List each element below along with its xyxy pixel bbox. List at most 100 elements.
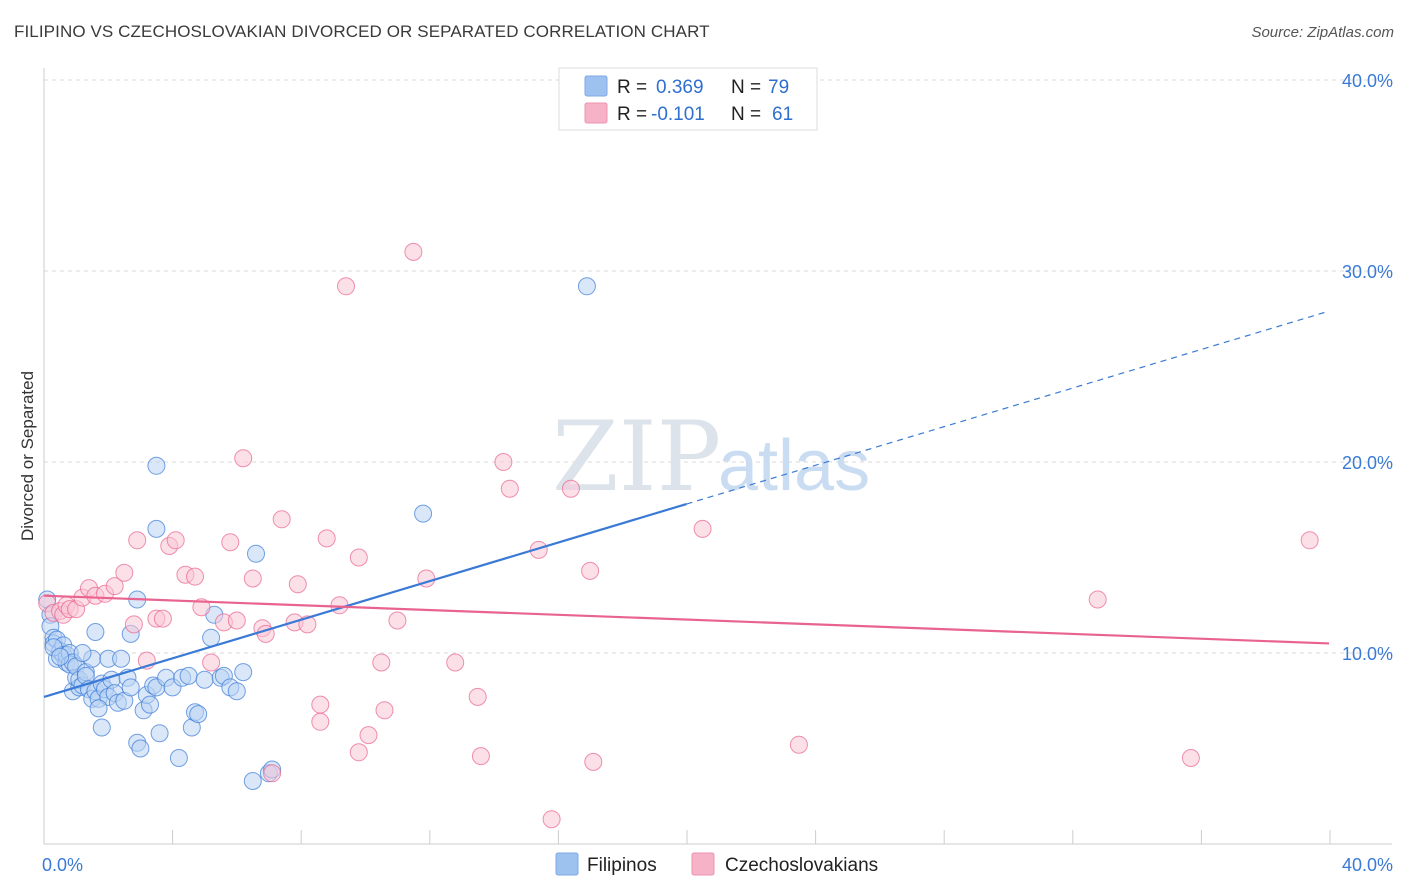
czechoslovakians-point-60 <box>789 735 808 754</box>
czechoslovakians-point-51 <box>471 747 490 766</box>
filipinos-point-54 <box>202 628 221 647</box>
czechoslovakians-point-37 <box>311 712 330 731</box>
czechoslovakians-points <box>38 242 1319 829</box>
y-tick-label-1: 20.0% <box>1342 453 1393 473</box>
y-tick-label-2: 30.0% <box>1342 262 1393 282</box>
czechoslovakians-point-27 <box>234 449 253 468</box>
trend-lines <box>43 310 1330 698</box>
x-tick-label-1: 40.0% <box>1342 855 1393 875</box>
axes <box>43 68 1392 845</box>
czechoslovakians-point-36 <box>311 695 330 714</box>
czechoslovakians-point-34 <box>288 575 307 594</box>
watermark-zip: ZIP <box>552 401 721 513</box>
filipinos-point-72 <box>147 456 166 475</box>
czechoslovakians-point-46 <box>388 611 407 630</box>
grid-lines <box>44 79 1392 654</box>
czechoslovakians-point-52 <box>494 453 513 471</box>
czechoslovakians-point-13 <box>124 615 143 634</box>
czechoslovakians-point-41 <box>349 548 368 567</box>
czechoslovakians-point-21 <box>186 567 204 586</box>
filipinos-point-61 <box>243 772 262 790</box>
bottom-legend-label-czechoslovakians: Czechoslovakians <box>725 855 878 876</box>
filipinos-trend-line-projection <box>686 310 1330 505</box>
filipinos-points <box>38 277 596 790</box>
filipinos-trend-line <box>43 502 687 698</box>
czechoslovakians-point-61 <box>1088 590 1107 609</box>
czechoslovakians-point-62 <box>1181 749 1200 767</box>
czechoslovakians-point-42 <box>349 743 368 762</box>
y-tick-label-0: 10.0% <box>1342 644 1393 664</box>
bottom-legend-label-filipinos: Filipinos <box>587 855 657 876</box>
czechoslovakians-point-19 <box>166 531 185 550</box>
legend-r-label-filipinos: R = <box>617 77 647 98</box>
legend-n-value-filipinos: 79 <box>768 77 789 98</box>
y-tick-label-3: 40.0% <box>1342 71 1393 91</box>
filipinos-point-65 <box>86 623 105 641</box>
x-tick-labels: 0.0% 40.0% <box>42 855 1393 875</box>
filipinos-point-60 <box>234 663 253 682</box>
czechoslovakians-point-57 <box>581 561 600 580</box>
legend: R = 0.369 N = 79 R = -0.101 N = 61 <box>558 67 818 131</box>
legend-r-value-czechoslovakians: -0.101 <box>651 104 705 125</box>
czechoslovakians-point-44 <box>372 653 391 672</box>
czechoslovakians-point-40 <box>337 277 355 296</box>
legend-swatch-filipinos <box>584 75 608 97</box>
czechoslovakians-point-28 <box>243 569 262 588</box>
czechoslovakians-point-31 <box>263 764 282 783</box>
legend-n-label-filipinos: N = <box>731 77 761 98</box>
filipinos-point-74 <box>414 504 433 523</box>
czechoslovakians-point-43 <box>359 726 378 745</box>
filipinos-point-59 <box>227 682 246 701</box>
legend-r-label-czechoslovakians: R = <box>617 104 647 125</box>
watermark-atlas: atlas <box>718 426 870 506</box>
czechoslovakians-point-17 <box>153 609 172 628</box>
filipinos-point-75 <box>577 277 596 296</box>
czechoslovakians-point-32 <box>272 510 291 529</box>
filipinos-point-66 <box>89 699 108 718</box>
filipinos-point-36 <box>121 678 140 697</box>
legend-r-value-filipinos: 0.369 <box>656 77 704 98</box>
bottom-legend-swatch-czechoslovakians <box>691 852 715 876</box>
filipinos-point-49 <box>179 666 198 685</box>
czechoslovakians-point-38 <box>317 529 336 548</box>
czechoslovakians-point-12 <box>115 563 134 582</box>
czechoslovakians-point-59 <box>693 519 712 538</box>
czechoslovakians-point-26 <box>227 611 246 630</box>
czechoslovakians-point-47 <box>404 242 423 261</box>
legend-n-label-czechoslovakians: N = <box>731 104 761 125</box>
czechoslovakians-point-50 <box>468 687 487 706</box>
czechoslovakians-point-53 <box>500 479 519 498</box>
legend-n-value-czechoslovakians: 61 <box>772 104 793 125</box>
chart-source: Source: ZipAtlas.com <box>1251 24 1394 41</box>
filipinos-point-47 <box>169 749 188 767</box>
czechoslovakians-point-11 <box>105 577 124 596</box>
czechoslovakians-trend-line <box>43 594 1330 645</box>
czechoslovakians-point-22 <box>192 598 211 617</box>
filipinos-point-41 <box>141 695 159 714</box>
filipinos-point-53 <box>195 670 214 689</box>
czechoslovakians-point-23 <box>202 653 221 672</box>
filipinos-point-44 <box>150 724 169 743</box>
czechoslovakians-point-49 <box>446 653 465 672</box>
czechoslovakians-point-58 <box>584 752 603 771</box>
czechoslovakians-point-25 <box>221 533 240 552</box>
filipinos-point-78 <box>51 647 70 666</box>
czechoslovakians-point-55 <box>542 810 561 829</box>
chart-title: FILIPINO VS CZECHOSLOVAKIAN DIVORCED OR … <box>14 22 710 41</box>
y-tick-labels: 10.0% 20.0% 30.0% 40.0% <box>1342 71 1393 664</box>
watermark: ZIP atlas <box>552 401 870 513</box>
filipinos-point-73 <box>147 519 166 538</box>
x-axis-ticks <box>43 830 1331 844</box>
czechoslovakians-point-63 <box>1300 531 1319 550</box>
filipinos-point-69 <box>112 649 131 668</box>
bottom-legend-swatch-filipinos <box>555 852 579 876</box>
filipinos-point-38 <box>131 739 150 758</box>
y-axis-label: Divorced or Separated <box>18 371 37 541</box>
legend-swatch-czechoslovakians <box>584 102 608 124</box>
x-tick-label-0: 0.0% <box>42 855 83 875</box>
czechoslovakians-point-14 <box>128 531 147 550</box>
bottom-legend: Filipinos Czechoslovakians <box>555 852 878 876</box>
filipinos-point-67 <box>92 718 111 737</box>
filipinos-point-77 <box>73 644 92 662</box>
